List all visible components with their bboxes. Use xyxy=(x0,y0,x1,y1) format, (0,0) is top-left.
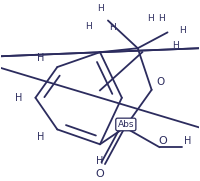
Text: H: H xyxy=(147,14,154,23)
Text: H: H xyxy=(172,41,179,50)
Text: H: H xyxy=(179,26,186,35)
Text: O: O xyxy=(158,136,167,146)
Text: H: H xyxy=(85,22,91,31)
Text: H: H xyxy=(158,14,165,23)
Text: Abs: Abs xyxy=(118,120,134,129)
Text: H: H xyxy=(184,136,191,146)
Text: H: H xyxy=(96,156,104,166)
Text: O: O xyxy=(96,169,104,179)
Text: O: O xyxy=(156,77,165,87)
Text: H: H xyxy=(110,23,116,32)
Text: H: H xyxy=(37,132,44,142)
Text: H: H xyxy=(97,4,103,13)
Text: H: H xyxy=(37,53,44,63)
Text: H: H xyxy=(15,93,22,103)
